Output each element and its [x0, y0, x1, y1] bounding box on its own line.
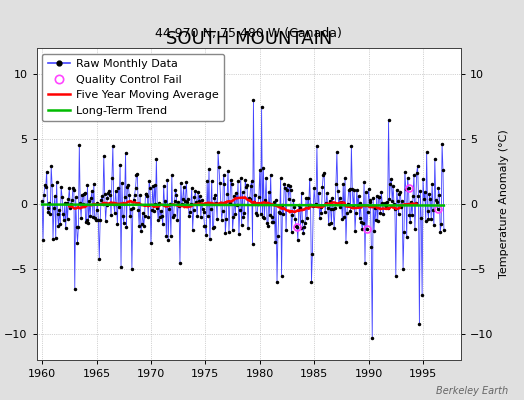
Title: SOUTH MOUNTAIN: SOUTH MOUNTAIN — [166, 30, 332, 48]
Legend: Raw Monthly Data, Quality Control Fail, Five Year Moving Average, Long-Term Tren: Raw Monthly Data, Quality Control Fail, … — [42, 54, 224, 121]
Text: 44.970 N, 75.480 W (Canada): 44.970 N, 75.480 W (Canada) — [156, 27, 342, 40]
Text: Berkeley Earth: Berkeley Earth — [436, 386, 508, 396]
Y-axis label: Temperature Anomaly (°C): Temperature Anomaly (°C) — [499, 130, 509, 278]
